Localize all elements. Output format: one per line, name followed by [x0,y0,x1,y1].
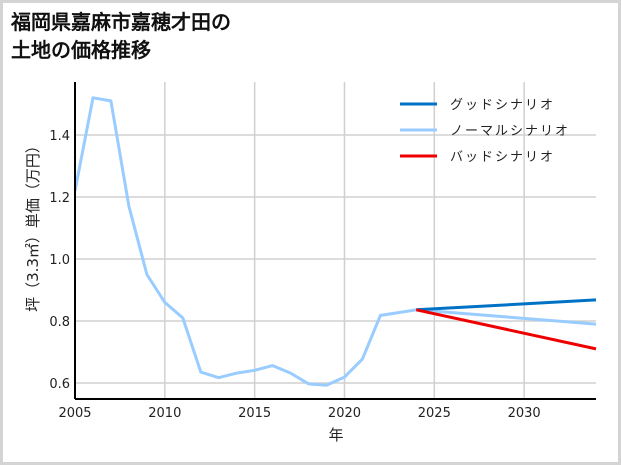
y-tick-label: 1.4 [49,129,70,144]
legend-label: グッドシナリオ [450,98,555,113]
y-axis-label: 坪（3.3㎡）単価（万円） [24,138,42,312]
y-tick-label: 0.6 [49,377,70,392]
y-tick-label: 0.8 [49,315,70,330]
y-tick-label: 1.2 [49,191,70,206]
x-tick-label: 2030 [508,406,541,421]
data-lines [73,96,597,387]
x-tick-label: 2005 [58,406,91,421]
legend-label: バッドシナリオ [450,150,555,165]
series-line [416,298,597,312]
x-axis-label: 年 [328,426,343,444]
axes [74,82,596,400]
y-tick-labels: 0.6 0.8 1.0 1.2 1.4 [49,129,70,392]
x-tick-label: 2020 [328,406,361,421]
x-tick-label: 2025 [418,406,451,421]
legend-label: ノーマルシナリオ [450,124,570,139]
series-line [73,96,597,387]
series-line [415,308,597,351]
chart-title: 福岡県嘉麻市嘉穂才田の 土地の価格推移 [11,10,231,62]
x-tick-label: 2010 [148,406,181,421]
x-tick-labels: 2005 2010 2015 2020 2025 2030 [58,406,540,421]
y-tick-label: 1.0 [49,253,70,268]
x-tick-label: 2015 [238,406,271,421]
